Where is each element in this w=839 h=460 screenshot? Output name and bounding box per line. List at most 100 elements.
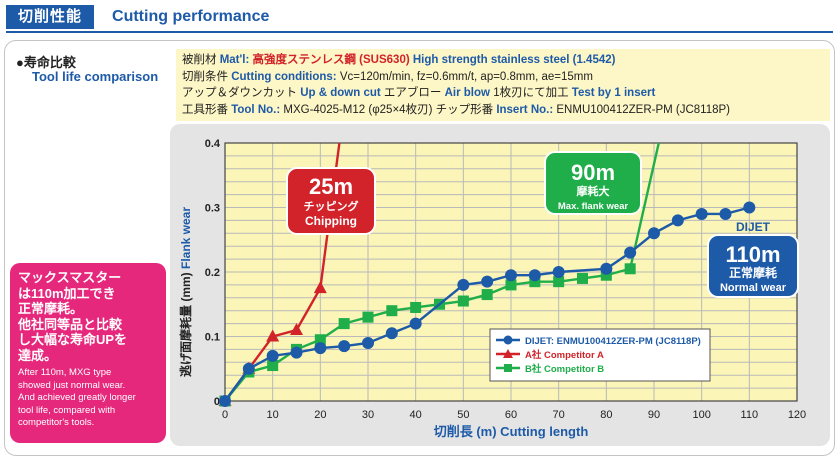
x-tick-label: 20 <box>314 409 326 421</box>
data-point <box>600 262 613 275</box>
annotation-box <box>707 234 799 298</box>
data-point <box>505 279 517 291</box>
y-tick-label: 0.2 <box>205 267 220 279</box>
data-point <box>290 346 303 359</box>
data-point <box>481 289 493 301</box>
data-point <box>266 349 279 362</box>
data-point <box>338 340 351 353</box>
section-title-jp: ●寿命比較 <box>16 55 76 70</box>
header-subtitle: Cutting performance <box>112 8 270 25</box>
data-point <box>457 295 469 307</box>
y-tick-label: 0.1 <box>205 332 220 344</box>
x-tick-label: 100 <box>692 409 710 421</box>
method-jp: アップ＆ダウンカット <box>182 87 297 99</box>
condition-line-method: アップ＆ダウンカット Up & down cut エアブロー Air blow … <box>182 85 824 102</box>
condition-line-tool: 工具形番 Tool No.: MXG-4025-M12 (φ25×4枚刃) チッ… <box>182 102 824 119</box>
annotation-box <box>286 167 376 235</box>
y-axis-label: 逃げ面摩耗量 (mm) Flank wear <box>178 207 193 377</box>
data-point <box>624 263 636 275</box>
data-point <box>219 395 231 407</box>
callout-jp-line: 正常摩耗。 <box>18 301 84 316</box>
data-point <box>457 278 470 291</box>
material-value-jp: 高強度ステンレス鋼 (SUS630) <box>252 54 410 66</box>
x-tick-label: 0 <box>222 409 228 421</box>
data-point <box>577 272 588 284</box>
legend-marker <box>504 364 512 372</box>
data-point <box>624 246 637 259</box>
annotation-en: Max. flank wear <box>558 201 629 212</box>
x-tick-label: 110 <box>741 409 759 421</box>
data-point <box>719 207 732 220</box>
annotation-box <box>544 151 642 215</box>
data-point <box>266 329 280 342</box>
data-point <box>314 334 326 346</box>
annotation-top: DIJET <box>736 220 771 234</box>
legend-label: DIJET: ENMU100412ZER-PM (JC8118P) <box>525 336 701 347</box>
y-tick-label: 0 <box>214 396 220 408</box>
section-header: 切削性能 Cutting performance <box>6 4 833 30</box>
callout-jp-line: 他社同等品と比較 <box>18 316 123 332</box>
callout-en: After 110m, MXG type showed just normal … <box>18 367 158 430</box>
y-tick-label: 0.4 <box>205 138 221 150</box>
x-tick-label: 80 <box>600 409 612 421</box>
annotation-value: 25m <box>309 174 353 199</box>
data-point <box>529 276 541 288</box>
data-point <box>362 311 374 323</box>
callout-en-line: And achieved greatly longer <box>18 392 136 403</box>
data-point <box>314 342 327 355</box>
tool-label-jp: 工具形番 <box>182 103 228 116</box>
insert-value: ENMU100412ZER-PM (JC8118P) <box>556 103 731 116</box>
x-tick-label: 10 <box>267 409 279 421</box>
annotation-value: 90m <box>571 160 615 185</box>
y-axis-label-jp: 逃げ面摩耗量 (mm) <box>178 269 193 377</box>
x-axis-label: 切削長 (m) Cutting length <box>434 424 589 439</box>
material-value-en: High strength stainless steel (1.4542) <box>412 54 616 66</box>
legend-label: B社 Competitor B <box>525 363 604 375</box>
x-tick-label: 50 <box>457 409 469 421</box>
x-tick-label: 70 <box>553 409 565 421</box>
data-point <box>385 327 398 340</box>
section-title-jp-text: 寿命比較 <box>23 55 76 70</box>
section-title-en: Tool life comparison <box>32 69 159 84</box>
insert-count-jp: 1枚刃にて加工 <box>493 87 569 99</box>
x-tick-label: 30 <box>362 409 374 421</box>
y-axis-label-en: Flank wear <box>179 207 193 269</box>
callout-jp: マックスマスター は110m加工でき 正常摩耗。 他社同等品と比較 し大幅な寿命… <box>18 270 158 363</box>
data-point <box>409 317 422 330</box>
x-tick-label: 40 <box>410 409 422 421</box>
callout-en-line: showed just normal wear. <box>18 379 126 391</box>
airblow-jp: エアブロー <box>383 87 442 99</box>
callout-en-line: tool life, compared with <box>18 404 116 416</box>
x-tick-label: 60 <box>505 409 517 421</box>
data-point <box>743 201 756 214</box>
data-point <box>481 275 494 288</box>
test-conditions-box: 被削材 Mat'l: 高強度ステンレス鋼 (SUS630) High stren… <box>176 49 830 121</box>
header-tag: 切削性能 <box>6 5 95 29</box>
annotation-jp: 摩耗大 <box>577 184 610 198</box>
x-tick-label: 90 <box>648 409 660 421</box>
data-point <box>313 281 327 294</box>
tool-label-en: Tool No.: <box>231 103 281 116</box>
legend-label: A社 Competitor A <box>525 349 604 361</box>
tool-value: MXG-4025-M12 (φ25×4枚刃) <box>283 103 433 116</box>
material-label-jp: 被削材 <box>182 54 217 66</box>
legend-marker <box>503 349 513 358</box>
summary-callout: マックスマスター は110m加工でき 正常摩耗。 他社同等品と比較 し大幅な寿命… <box>10 263 166 443</box>
method-en: Up & down cut <box>300 87 381 99</box>
callout-en-line: competitor's tools. <box>18 417 95 428</box>
callout-jp-line: 達成。 <box>18 347 58 363</box>
x-tick-label: 120 <box>788 409 806 421</box>
callout-jp-line: は110m加工でき <box>18 285 116 301</box>
insert-label-en: Insert No.: <box>496 103 554 116</box>
annotation-jp: 正常摩耗 <box>729 265 777 280</box>
annotation-en: Chipping <box>305 214 357 228</box>
airblow-en: Air blow <box>444 87 490 99</box>
legend-marker <box>503 335 513 345</box>
legend: DIJET: ENMU100412ZER-PM (JC8118P) A社 Comp… <box>489 328 711 382</box>
data-point <box>553 276 565 288</box>
material-label-en: Mat'l: <box>219 54 250 66</box>
